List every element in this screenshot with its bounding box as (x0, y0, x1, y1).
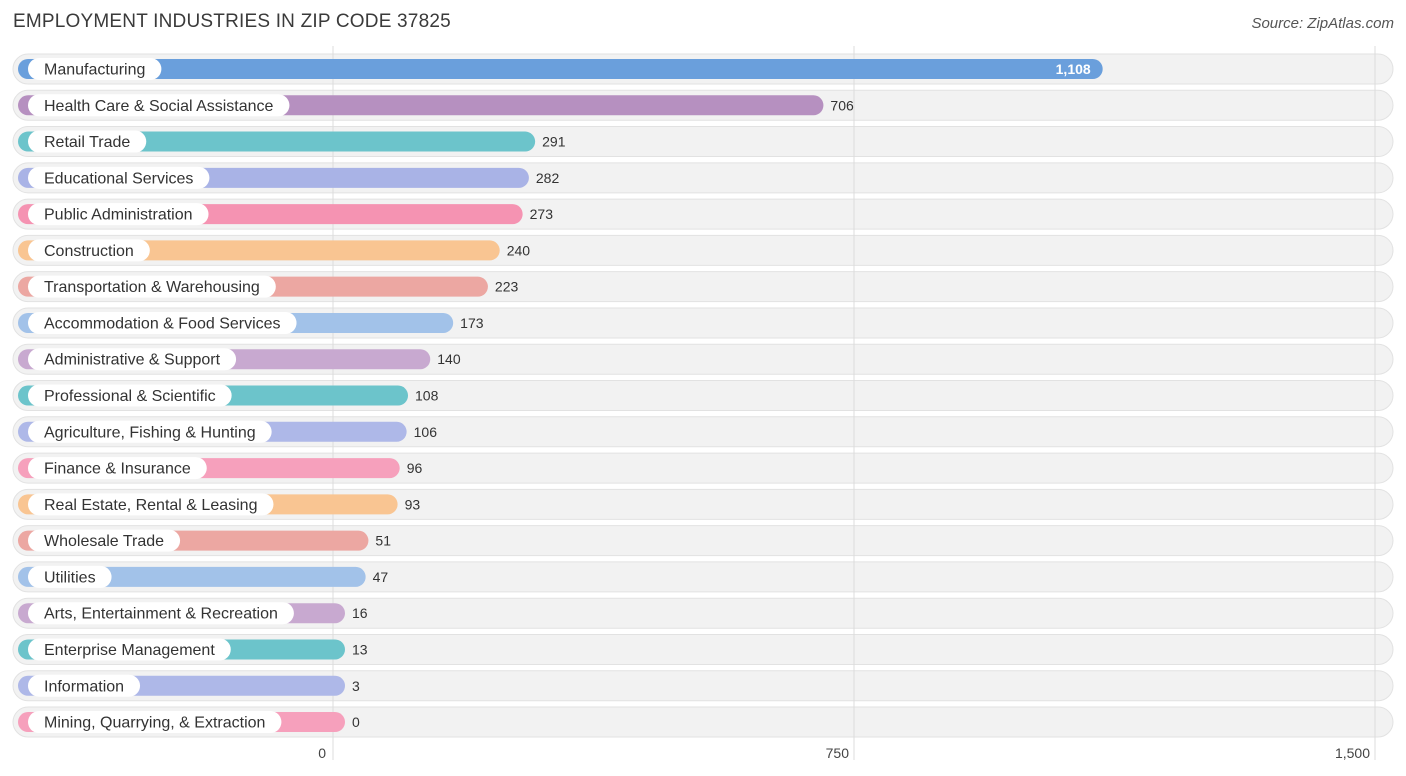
value-label: 173 (460, 315, 484, 331)
value-label: 108 (415, 388, 439, 404)
label-pill (28, 239, 150, 262)
category-label: Construction (44, 243, 134, 260)
category-label: Manufacturing (44, 62, 145, 79)
bar-row: Finance & Insurance 96 (18, 457, 423, 480)
category-label: Information (44, 678, 124, 695)
bar (18, 59, 1103, 79)
category-label: Professional & Scientific (44, 388, 216, 405)
value-label: 96 (407, 460, 423, 476)
value-label: 16 (352, 605, 368, 621)
category-label: Arts, Entertainment & Recreation (44, 606, 278, 623)
row-track (12, 670, 1394, 702)
value-label: 140 (437, 351, 461, 367)
category-label: Public Administration (44, 207, 193, 224)
label-pill (28, 130, 147, 153)
bar-row: Retail Trade 291 (18, 130, 566, 153)
label-pill (28, 457, 207, 480)
label-pill (28, 420, 272, 443)
value-label: 13 (352, 641, 368, 657)
category-label: Agriculture, Fishing & Hunting (44, 424, 256, 441)
bar-row: Arts, Entertainment & Recreation 16 (18, 602, 368, 625)
bar-row: Health Care & Social Assistance 706 (18, 94, 854, 117)
row-track (12, 706, 1394, 738)
x-tick-label: 1,500 (1335, 745, 1370, 761)
value-label: 0 (352, 714, 360, 730)
value-label: 47 (373, 569, 389, 585)
value-label: 240 (507, 242, 531, 258)
bar-row: Manufacturing 1,108 (18, 58, 1103, 80)
value-label: 93 (405, 496, 421, 512)
bar-row: Professional & Scientific 108 (18, 384, 439, 407)
value-label: 51 (375, 533, 391, 549)
label-pill (28, 674, 141, 697)
bar-row: Real Estate, Rental & Leasing 93 (18, 493, 421, 516)
value-label: 1,108 (1056, 61, 1091, 77)
bar-row: Administrative & Support 140 (18, 348, 461, 371)
bars-layer: Manufacturing 1,108 Health Care & Social A… (18, 58, 1103, 734)
value-label: 706 (830, 97, 854, 113)
x-tick-label: 750 (826, 745, 850, 761)
bar-row: Mining, Quarrying, & Extraction 0 (18, 711, 360, 734)
bar-row: Information 3 (18, 674, 360, 697)
category-label: Utilities (44, 569, 96, 586)
bar-row: Transportation & Warehousing 223 (18, 275, 519, 298)
category-label: Accommodation & Food Services (44, 315, 281, 332)
row-track (12, 633, 1394, 665)
value-label: 291 (542, 134, 566, 150)
value-label: 223 (495, 279, 519, 295)
bar-row: Agriculture, Fishing & Hunting 106 (18, 420, 438, 443)
label-pill (28, 311, 297, 334)
category-label: Finance & Insurance (44, 461, 191, 478)
value-label: 273 (530, 206, 554, 222)
label-pill (28, 711, 282, 734)
label-pill (28, 384, 232, 407)
category-label: Enterprise Management (44, 642, 215, 659)
bar-row: Public Administration 273 (18, 203, 554, 226)
row-track (12, 597, 1394, 629)
bar-row: Accommodation & Food Services 173 (18, 311, 484, 334)
bar-row: Enterprise Management 13 (18, 638, 368, 661)
value-label: 282 (536, 170, 560, 186)
category-label: Retail Trade (44, 134, 130, 151)
label-pill (28, 58, 162, 80)
category-label: Real Estate, Rental & Leasing (44, 497, 257, 514)
bar-row: Wholesale Trade 51 (18, 529, 391, 552)
category-label: Educational Services (44, 170, 193, 187)
category-label: Health Care & Social Assistance (44, 98, 274, 115)
category-label: Mining, Quarrying, & Extraction (44, 715, 265, 732)
label-pill (28, 493, 274, 516)
label-pill (28, 166, 210, 189)
label-pill (28, 529, 181, 552)
value-label: 106 (414, 424, 438, 440)
category-label: Transportation & Warehousing (44, 279, 260, 296)
label-pill (28, 203, 209, 226)
bar-row: Utilities 47 (18, 565, 389, 588)
category-label: Administrative & Support (44, 352, 221, 369)
chart-title: EMPLOYMENT INDUSTRIES IN ZIP CODE 37825 (13, 11, 451, 32)
label-pill (28, 348, 237, 371)
x-tick-label: 0 (318, 745, 326, 761)
label-pill (28, 565, 112, 588)
bar-row: Educational Services 282 (18, 166, 560, 189)
label-pill (28, 602, 294, 625)
bar-row: Construction 240 (18, 239, 531, 262)
category-label: Wholesale Trade (44, 533, 164, 550)
label-pill (28, 275, 276, 298)
source-note: Source: ZipAtlas.com (1251, 15, 1394, 32)
label-pill (28, 94, 290, 117)
x-axis: 0 750 1,500 (318, 745, 1370, 761)
bar (18, 131, 536, 152)
label-pill (28, 638, 231, 661)
value-label: 3 (352, 678, 360, 694)
